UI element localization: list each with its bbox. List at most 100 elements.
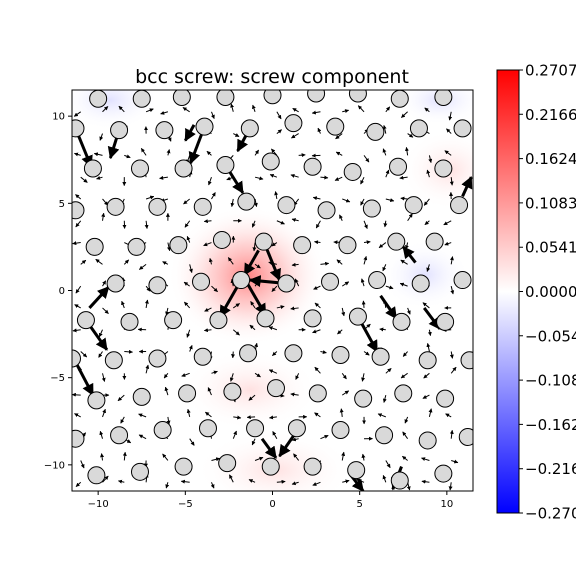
- quiver-arrow: [276, 111, 282, 120]
- quiver-arrow: [98, 351, 103, 358]
- atom-marker: [153, 420, 172, 439]
- quiver-arrow: [95, 258, 103, 265]
- atom-marker: [390, 471, 409, 490]
- atom-marker: [307, 90, 326, 103]
- atom-marker: [375, 426, 394, 445]
- quiver-arrow: [268, 369, 278, 374]
- quiver-arrow: [183, 301, 191, 309]
- quiver-arrow: [75, 194, 82, 200]
- quiver-arrow: [166, 149, 171, 156]
- quiver-arrow: [314, 240, 321, 245]
- atom-marker: [261, 457, 280, 476]
- atom-marker: [409, 119, 428, 138]
- quiver-arrow: [363, 220, 368, 229]
- quiver-arrow: [341, 390, 350, 396]
- quiver-arrow: [80, 259, 87, 265]
- quiver-arrow: [101, 373, 106, 382]
- atom-marker: [195, 117, 214, 136]
- y-tick-label: −5: [50, 373, 65, 384]
- quiver-arrow: [205, 411, 212, 418]
- quiver-arrow: [248, 394, 256, 401]
- quiver-arrow: [336, 259, 343, 265]
- quiver-arrow: [138, 434, 147, 440]
- atom-marker: [436, 312, 455, 331]
- quiver-arrow: [295, 373, 300, 380]
- atom-marker: [110, 121, 129, 140]
- quiver-arrow: [138, 413, 147, 418]
- displacement-arrow: [245, 281, 267, 316]
- quiver-arrow: [74, 304, 81, 309]
- quiver-arrow: [335, 133, 343, 140]
- quiver-arrow: [311, 110, 321, 115]
- x-axis: −10 −5 0 5 10: [88, 491, 453, 510]
- quiver-arrow: [102, 307, 109, 314]
- atom-marker: [72, 201, 85, 220]
- atom-marker: [72, 349, 81, 368]
- quiver-arrow: [183, 198, 191, 205]
- colorbar-ticks: 0.2707 0.2166 0.1624 0.1083 0.0541 0.0000 −0.0…: [519, 62, 576, 523]
- quiver-arrow: [74, 152, 81, 157]
- quiver-arrow: [423, 198, 430, 206]
- atom-marker: [72, 429, 85, 448]
- atom-marker: [390, 90, 409, 108]
- quiver-arrow: [290, 392, 299, 397]
- quiver-arrow: [145, 108, 154, 113]
- quiver-arrow: [385, 368, 392, 374]
- quiver-arrow: [382, 475, 387, 483]
- displacement-arrow: [278, 432, 297, 458]
- atom-marker: [212, 230, 231, 249]
- quiver-arrow: [93, 152, 103, 157]
- quiver-arrow: [102, 280, 107, 287]
- quiver-arrow: [406, 307, 411, 315]
- quiver-arrow: [229, 474, 234, 483]
- atom-marker: [418, 351, 437, 370]
- quiver-arrow: [188, 344, 193, 352]
- quiver-arrow: [360, 198, 365, 206]
- atom-marker: [371, 347, 390, 366]
- quiver-arrow: [253, 198, 258, 208]
- atom-marker: [106, 274, 125, 293]
- displacement-arrow: [461, 176, 473, 197]
- quiver-arrow: [399, 282, 408, 287]
- quiver-arrow: [407, 213, 413, 222]
- atom-marker: [436, 389, 455, 408]
- quiver-arrow: [320, 261, 330, 266]
- colorbar-tick-label: 0.1083: [525, 194, 576, 212]
- displacement-arrow: [402, 245, 417, 264]
- quiver-arrow: [444, 150, 452, 156]
- quiver-arrow: [72, 328, 81, 333]
- quiver-arrow: [145, 364, 150, 374]
- displacement-quiver: [72, 103, 459, 491]
- quiver-arrow: [229, 373, 234, 382]
- atom-marker: [348, 90, 367, 103]
- atom-marker: [148, 349, 167, 368]
- quiver-arrow: [96, 175, 103, 180]
- quiver-arrow: [233, 133, 240, 138]
- quiver-arrow: [249, 324, 256, 331]
- quiver-arrow: [383, 220, 388, 228]
- quiver-arrow: [363, 155, 370, 163]
- quiver-arrow: [445, 413, 452, 418]
- atom-marker: [130, 462, 149, 481]
- displacement-arrow: [243, 249, 260, 276]
- quiver-arrow: [252, 104, 256, 112]
- quiver-arrow: [230, 103, 235, 112]
- atom-marker: [169, 236, 188, 255]
- atom-marker: [132, 90, 151, 108]
- quiver-arrow: [75, 220, 82, 228]
- atom-marker: [347, 461, 366, 480]
- quiver-arrow: [404, 416, 409, 424]
- quiver-arrow: [118, 105, 125, 113]
- atom-marker: [326, 117, 345, 136]
- quiver-arrow: [274, 191, 279, 200]
- atom-marker: [218, 454, 237, 473]
- quiver-arrow: [361, 453, 366, 461]
- quiver-arrow: [186, 408, 191, 418]
- quiver-arrow: [342, 198, 351, 203]
- quiver-arrow: [188, 264, 193, 273]
- quiver-arrow: [211, 111, 215, 119]
- quiver-arrow: [382, 124, 387, 134]
- quiver-arrow: [203, 219, 212, 224]
- quiver-arrow: [120, 416, 125, 424]
- atom-marker: [89, 90, 108, 108]
